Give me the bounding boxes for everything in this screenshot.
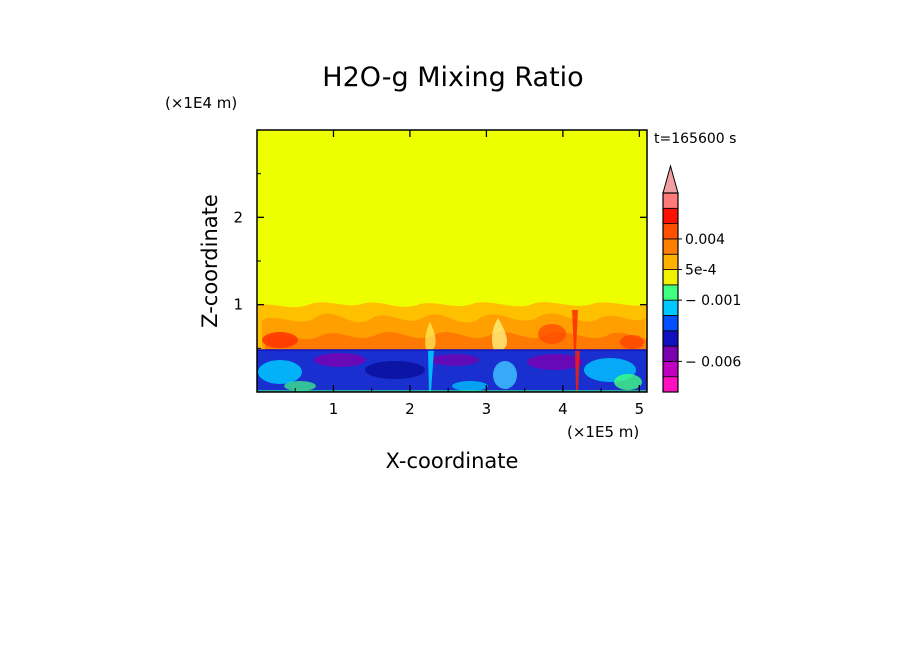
colorbar-extend-arrow [662, 164, 679, 194]
colorbar-segment [662, 207, 679, 225]
z-tick-label: 2 [233, 208, 243, 226]
x-tick-label: 3 [482, 400, 492, 418]
colorbar-segment [662, 360, 679, 378]
chart-title: H2O-g Mixing Ratio [322, 62, 583, 93]
x-tick-label: 1 [329, 400, 339, 418]
z-axis-ticks: 12 [233, 173, 647, 349]
colorbar-segment [662, 253, 679, 270]
colorbar-segment [662, 345, 679, 362]
z-tick-label: 1 [233, 296, 243, 314]
colorbar-label: − 0.001 [685, 293, 741, 309]
colorbar-segment [662, 315, 679, 332]
upper-orange-layer [257, 302, 647, 350]
time-label: t=165600 s [654, 131, 736, 147]
colorbar-frame [662, 192, 679, 393]
colorbar-segment [662, 284, 679, 301]
colorbar-segment [662, 223, 679, 240]
z-unit-label: (×1E4 m) [165, 94, 237, 112]
colorbar-label: − 0.006 [685, 354, 741, 370]
colorbar: 0.004 5e-4 − 0.001 − 0.006 [662, 164, 741, 393]
x-tick-label: 4 [558, 400, 568, 418]
colorbar-label: 5e-4 [685, 263, 717, 279]
x-unit-label: (×1E5 m) [567, 423, 639, 441]
x-axis-ticks: 1 2 3 4 5 [294, 130, 645, 418]
colorbar-label: 0.004 [685, 232, 725, 248]
y-axis-label: Z-coordinate [198, 194, 222, 328]
x-tick-label: 2 [405, 400, 415, 418]
colorbar-segment [662, 238, 679, 255]
lower-blue-layer [257, 350, 647, 392]
colorbar-segment [662, 330, 679, 347]
x-axis-label: X-coordinate [386, 449, 519, 473]
colorbar-segment [662, 269, 679, 286]
colorbar-segment [662, 299, 679, 316]
colorbar-segment [662, 376, 679, 393]
x-tick-label: 5 [635, 400, 645, 418]
colorbar-segment [662, 192, 679, 209]
plot-field [257, 130, 647, 392]
